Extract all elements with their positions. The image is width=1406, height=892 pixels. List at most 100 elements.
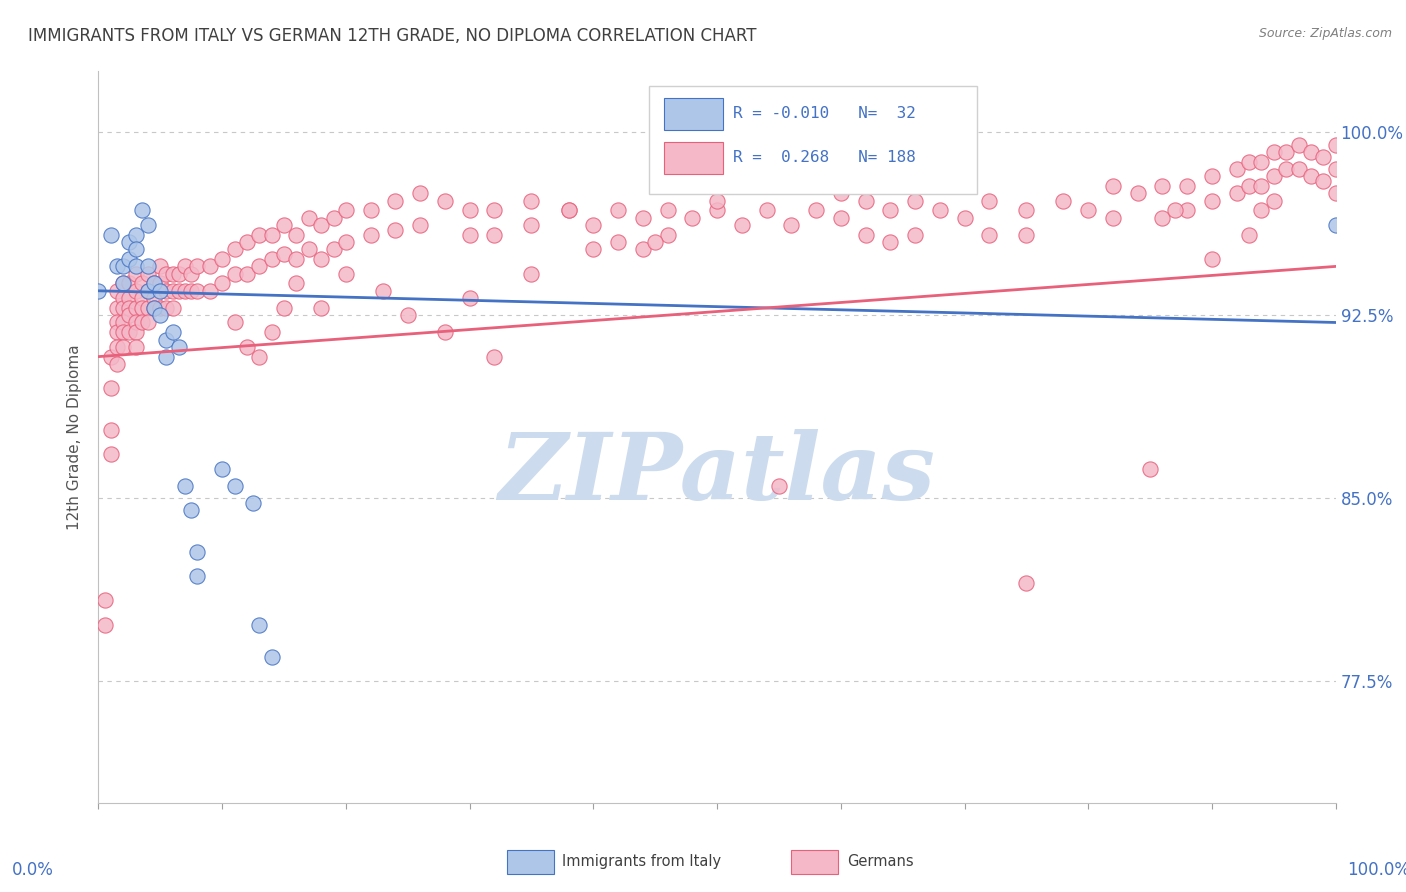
Point (309, 301, 332, 315)
Text: R = -0.010   N=  32: R = -0.010 N= 32 (733, 106, 917, 121)
Point (607, 203, 630, 218)
Point (112, 260, 135, 274)
Point (360, 203, 382, 218)
Point (118, 308, 141, 322)
Text: 100.0%: 100.0% (1347, 862, 1406, 880)
Point (384, 194, 406, 208)
Point (224, 479, 246, 493)
Point (1102, 178, 1125, 193)
Point (124, 301, 146, 315)
Point (143, 277, 166, 291)
Point (124, 325, 146, 339)
Point (1250, 203, 1272, 218)
Point (124, 340, 146, 354)
Point (131, 316, 153, 330)
Point (211, 252, 233, 266)
Point (105, 325, 128, 339)
Point (112, 277, 135, 291)
Point (1139, 462, 1161, 476)
Bar (792, 850, 838, 874)
Point (186, 569, 208, 583)
Point (928, 203, 950, 218)
Point (979, 227, 1001, 242)
Point (520, 194, 543, 208)
Point (409, 218, 432, 232)
Point (1299, 169, 1322, 184)
Point (681, 211, 703, 225)
Point (830, 211, 852, 225)
Point (136, 284, 159, 298)
Point (1152, 178, 1174, 193)
Point (657, 203, 679, 218)
Point (1312, 150, 1334, 164)
Point (149, 260, 172, 274)
Point (105, 340, 128, 354)
Point (520, 218, 543, 232)
Point (458, 203, 481, 218)
Point (93, 617, 115, 632)
Point (162, 301, 184, 315)
Point (186, 284, 208, 298)
Point (298, 211, 321, 225)
Point (1237, 154, 1260, 169)
Point (143, 277, 166, 291)
Point (1288, 137, 1310, 152)
Point (136, 260, 159, 274)
Point (484, 227, 506, 242)
Point (582, 218, 605, 232)
Point (155, 350, 177, 364)
Point (273, 247, 295, 261)
Bar (506, 850, 554, 874)
Point (118, 301, 141, 315)
Point (247, 350, 270, 364)
Point (1263, 169, 1285, 184)
Point (211, 462, 233, 476)
Point (155, 284, 177, 298)
Point (236, 235, 259, 249)
Text: IMMIGRANTS FROM ITALY VS GERMAN 12TH GRADE, NO DIPLOMA CORRELATION CHART: IMMIGRANTS FROM ITALY VS GERMAN 12TH GRA… (28, 27, 756, 45)
Bar (664, 98, 723, 130)
Point (273, 301, 295, 315)
Point (1275, 161, 1298, 176)
Point (118, 252, 141, 266)
Point (335, 203, 357, 218)
Text: Germans: Germans (846, 854, 914, 869)
Point (167, 267, 190, 281)
Point (1201, 252, 1223, 266)
Point (1324, 161, 1347, 176)
Point (198, 284, 221, 298)
Point (100, 381, 122, 395)
Point (979, 194, 1001, 208)
Point (1263, 194, 1285, 208)
Point (1126, 186, 1149, 201)
Point (124, 316, 146, 330)
Point (112, 316, 135, 330)
Point (607, 235, 630, 249)
Point (186, 544, 208, 558)
Point (112, 325, 135, 339)
Point (433, 325, 456, 339)
Point (155, 333, 177, 347)
Point (198, 260, 221, 274)
Point (105, 357, 128, 371)
Point (1175, 178, 1198, 193)
Point (1250, 154, 1272, 169)
Point (131, 277, 153, 291)
Point (100, 350, 122, 364)
Point (1015, 227, 1038, 242)
Point (731, 218, 754, 232)
Point (953, 211, 976, 225)
Y-axis label: 12th Grade, No Diploma: 12th Grade, No Diploma (67, 344, 83, 530)
Point (1152, 211, 1174, 225)
Point (260, 649, 283, 664)
Point (804, 203, 827, 218)
Point (211, 277, 233, 291)
Point (236, 267, 259, 281)
Point (143, 301, 166, 315)
Point (143, 291, 166, 305)
Point (149, 284, 172, 298)
Point (124, 243, 146, 257)
Point (755, 203, 778, 218)
Point (855, 194, 877, 208)
Point (112, 301, 135, 315)
